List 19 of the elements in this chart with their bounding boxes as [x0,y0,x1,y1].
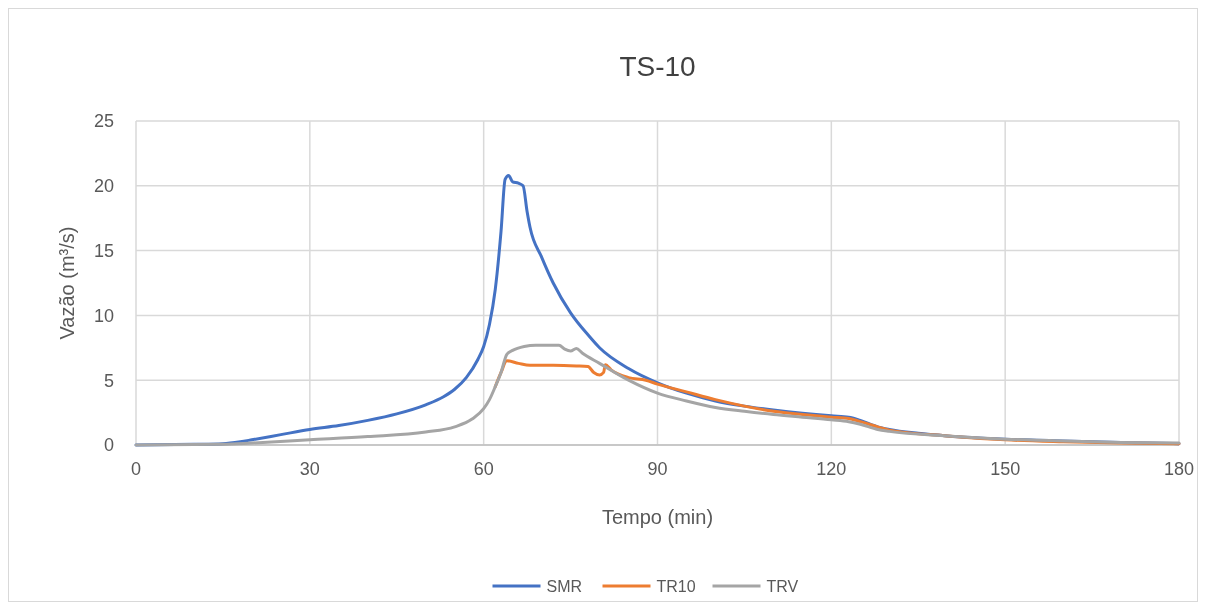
y-tick-label: 25 [93,111,114,132]
legend-label: TR10 [656,577,696,595]
x-axis-title: Tempo (min) [601,506,714,528]
x-tick-label: 120 [816,459,847,479]
x-tick-label: 0 [130,459,142,479]
y-tick-label: 0 [103,435,114,456]
x-tick-label: 30 [299,459,320,479]
x-tick-label: 90 [647,459,668,479]
chart-title: TS-10 [619,51,696,82]
y-axis-title: Vazão (m³/s) [56,226,78,340]
y-tick-label: 5 [103,370,114,391]
x-tick-label: 150 [990,459,1021,479]
y-tick-label: 20 [93,176,114,197]
legend-label: TRV [766,577,799,595]
x-tick-label: 60 [473,459,494,479]
y-tick-label: 15 [93,240,114,261]
legend-label: SMR [546,577,583,595]
y-tick-label: 10 [93,305,114,326]
x-tick-label: 180 [1163,459,1195,479]
